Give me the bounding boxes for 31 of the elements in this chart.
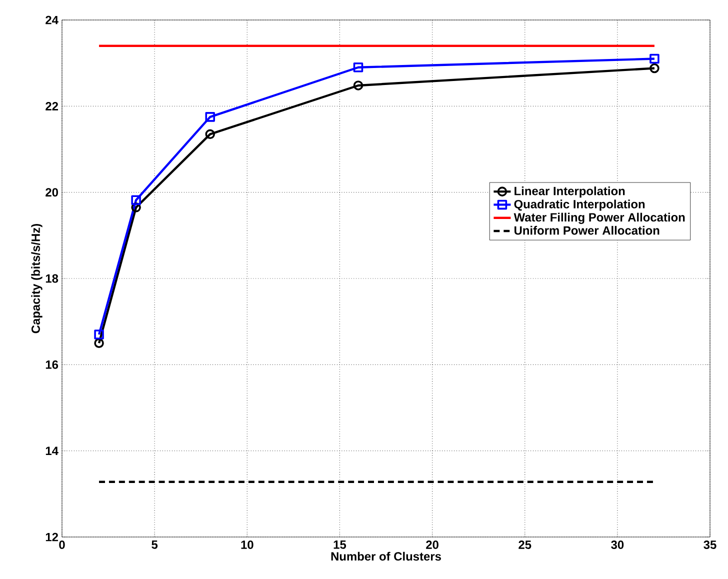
x-tick-label: 25 <box>518 540 532 549</box>
point <box>205 112 215 122</box>
y-tick-label: 12 <box>46 532 58 542</box>
legend-label: Uniform Power Allocation <box>514 226 660 235</box>
legend-label: Water Filling Power Allocation <box>514 212 685 224</box>
x-tick-label: 35 <box>704 540 716 550</box>
point <box>94 338 104 348</box>
y-tick-label: 16 <box>46 360 58 369</box>
y-tick-label: 20 <box>46 188 58 197</box>
y-axis-title: Capacity (bits/s/Hz) <box>31 224 42 334</box>
x-tick-label: 15 <box>334 540 346 549</box>
y-tick-label: 22 <box>46 102 58 110</box>
x-tick-label: 5 <box>152 540 158 549</box>
x-tick-label: 10 <box>241 540 254 549</box>
point <box>131 202 141 212</box>
legend-label: Quadratic Interpolation <box>514 200 645 211</box>
y-tick-label: 18 <box>46 274 58 283</box>
point <box>94 330 104 340</box>
point <box>353 80 364 90</box>
x-tick-label: 0 <box>59 540 65 549</box>
point <box>353 62 364 72</box>
x-tick-label: 20 <box>426 540 438 549</box>
legend-label: Linear Interpolation <box>514 186 625 198</box>
x-axis-title: Number of Clusters <box>331 552 441 561</box>
x-tick-label: 30 <box>611 540 624 550</box>
point <box>205 129 215 140</box>
y-tick-label: 24 <box>46 16 58 24</box>
point <box>650 54 660 64</box>
y-tick-label: 14 <box>46 446 58 455</box>
point <box>650 63 660 74</box>
point <box>131 195 141 205</box>
